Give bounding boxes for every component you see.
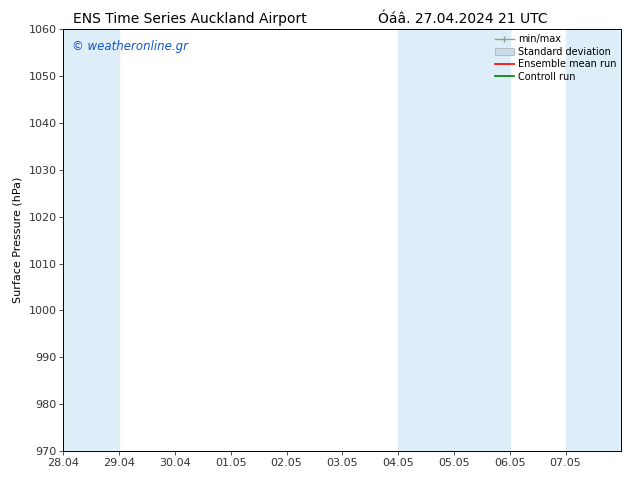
Text: Óáâ. 27.04.2024 21 UTC: Óáâ. 27.04.2024 21 UTC bbox=[378, 12, 548, 26]
Legend: min/max, Standard deviation, Ensemble mean run, Controll run: min/max, Standard deviation, Ensemble me… bbox=[493, 32, 618, 83]
Text: ENS Time Series Auckland Airport: ENS Time Series Auckland Airport bbox=[74, 12, 307, 26]
Bar bbox=[398, 29, 510, 451]
Text: © weatheronline.gr: © weatheronline.gr bbox=[72, 40, 188, 53]
Y-axis label: Surface Pressure (hPa): Surface Pressure (hPa) bbox=[13, 177, 23, 303]
Bar bbox=[63, 29, 119, 451]
Bar bbox=[566, 29, 621, 451]
